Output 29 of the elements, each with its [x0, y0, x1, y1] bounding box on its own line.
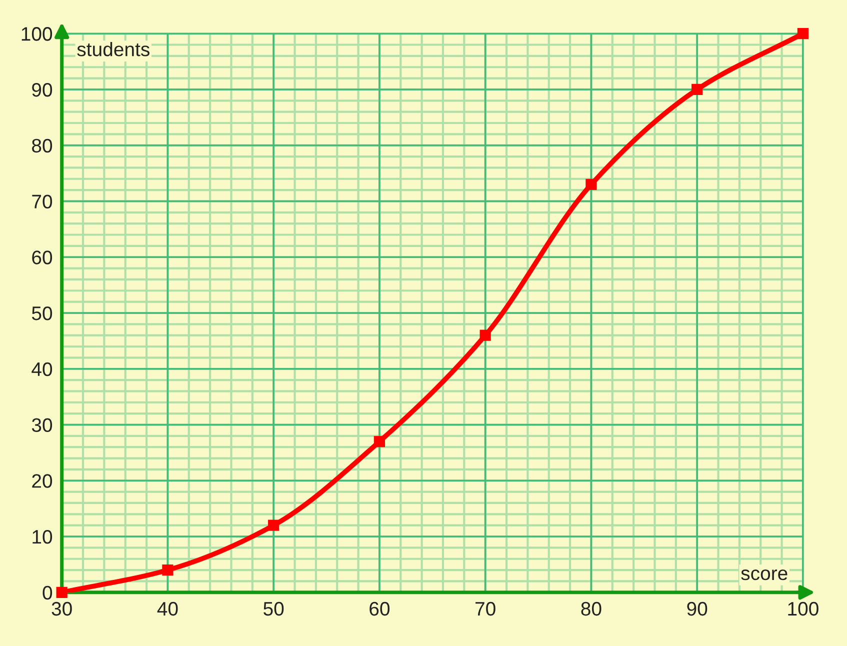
x-tick-label: 70 — [476, 602, 496, 616]
x-tick-label: 50 — [264, 602, 284, 616]
point — [480, 330, 491, 341]
point — [268, 520, 280, 531]
x-tick-label: 80 — [581, 602, 602, 616]
point — [162, 564, 174, 576]
y-tick-label: 100 — [22, 27, 52, 41]
y-tick-label: 10 — [32, 530, 52, 544]
x-tick-label: 40 — [157, 602, 178, 616]
x-tick-label: 30 — [52, 602, 72, 616]
point — [56, 586, 68, 598]
point — [692, 84, 703, 96]
y-tick-label: 50 — [32, 306, 52, 320]
x-axis-title: score — [741, 570, 788, 580]
y-tick-label: 80 — [32, 138, 52, 153]
y-tick-label: 70 — [32, 194, 52, 208]
y-axis-title: students — [77, 42, 150, 56]
y-tick-label: 30 — [32, 418, 52, 432]
y-tick-label: 60 — [32, 250, 52, 264]
point — [797, 28, 809, 40]
x-tick-label: 100 — [788, 602, 818, 616]
x-tick-label: 60 — [370, 602, 390, 616]
point — [374, 436, 386, 448]
y-tick-label: 90 — [32, 82, 52, 97]
y-tick-label: 40 — [32, 362, 52, 376]
y-tick-label: 20 — [32, 474, 52, 488]
x-tick-label: 90 — [687, 602, 708, 616]
point — [586, 178, 597, 190]
y-tick-label: 0 — [42, 586, 52, 600]
